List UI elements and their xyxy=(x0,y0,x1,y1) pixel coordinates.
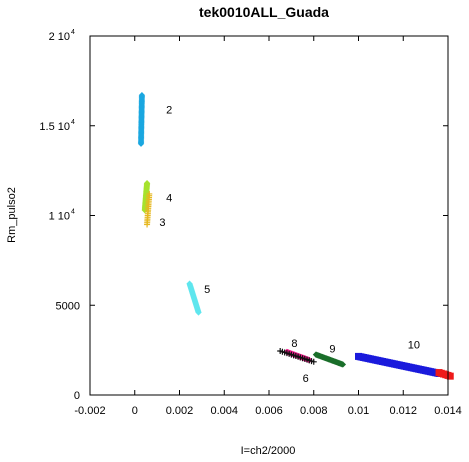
series-label: 9 xyxy=(329,343,335,355)
x-tick-label: 0.006 xyxy=(255,405,283,417)
data-point xyxy=(143,179,151,187)
data-point xyxy=(138,92,146,99)
series-6 xyxy=(277,348,317,365)
data-point xyxy=(146,190,153,197)
chart-title: tek0010ALL_Guada xyxy=(199,4,329,20)
data-point xyxy=(310,358,317,365)
x-tick-label: 0.002 xyxy=(166,405,194,417)
series-label: 6 xyxy=(303,373,309,385)
series-label: 3 xyxy=(159,217,165,229)
y-axis-label: Rm_pulso2 xyxy=(6,187,18,243)
data-point xyxy=(339,361,347,368)
data-points xyxy=(137,92,454,380)
y-tick-exponent: 4 xyxy=(71,209,75,216)
data-point xyxy=(195,309,202,316)
x-tick-label: 0 xyxy=(132,405,138,417)
y-tick-label: 5000 xyxy=(56,300,80,312)
series-label: 8 xyxy=(291,338,297,350)
x-tick-label: 0.014 xyxy=(434,405,462,417)
y-tick-label: 1.5 10 xyxy=(39,121,70,133)
x-tick-label: 0.004 xyxy=(210,405,238,417)
y-tick-exponent: 4 xyxy=(71,119,75,126)
series-label: 2 xyxy=(166,105,172,117)
x-axis: -0.002 0 0.002 0.004 0.006 0.008 0.01 0.012 0.01… xyxy=(74,36,462,417)
y-tick-exponent: 4 xyxy=(71,29,75,36)
x-axis-label: I=ch2/2000 xyxy=(241,445,296,457)
series-label: 5 xyxy=(204,284,210,296)
series-2 xyxy=(137,92,146,147)
series-extra xyxy=(435,369,454,380)
y-tick-label: 1 10 xyxy=(49,211,70,223)
data-point xyxy=(446,372,454,380)
series-5 xyxy=(186,280,202,316)
x-tick-label: 0.01 xyxy=(348,405,369,417)
series-label: 10 xyxy=(408,340,420,352)
plot-frame xyxy=(89,35,449,396)
series-annotations: 2 43 5 8 6 9 10 xyxy=(159,105,420,385)
series-9 xyxy=(312,351,347,368)
x-tick-label: 0.012 xyxy=(389,405,417,417)
series-3 xyxy=(144,190,153,228)
series-10 xyxy=(355,352,443,377)
y-tick-label: 0 xyxy=(74,390,80,402)
series-label: 4 xyxy=(166,193,172,205)
x-tick-label: -0.002 xyxy=(74,405,105,417)
x-tick-label: 0.008 xyxy=(300,405,328,417)
y-tick-label: 2 10 xyxy=(49,31,70,43)
